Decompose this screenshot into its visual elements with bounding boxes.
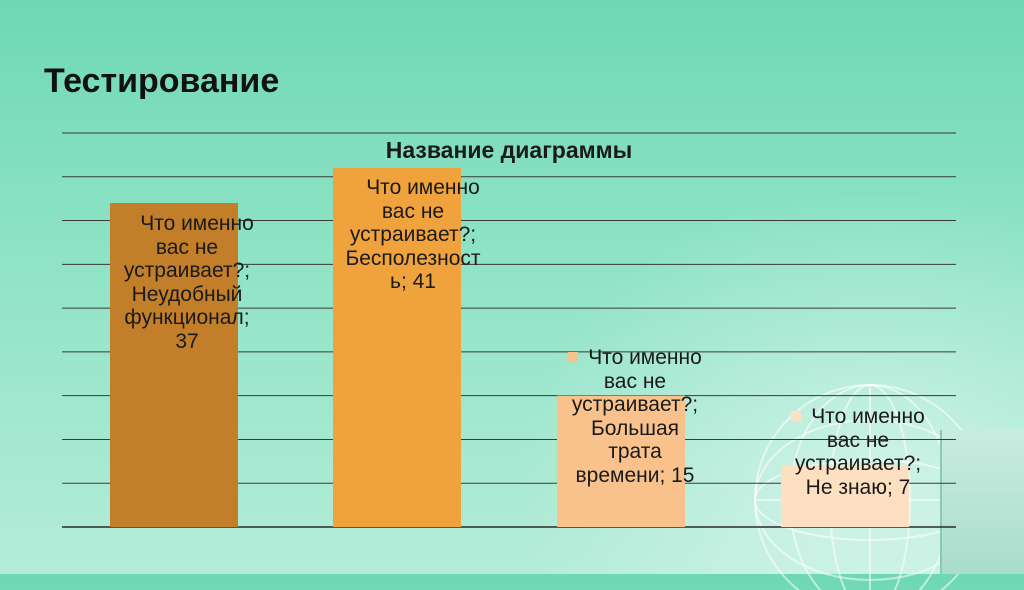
data-label-line: вас не (92, 236, 282, 260)
data-label-text: вас не (381, 199, 445, 223)
data-label-text: устраивает?; (123, 259, 251, 282)
data-label-line: Бесполезност (323, 247, 503, 271)
data-label-line: устраивает?; (768, 452, 948, 476)
legend-key-icon (120, 218, 131, 228)
data-label-2: Что именно вас не устраивает?; Бесполезност… (323, 176, 503, 294)
data-label-line: Большая (548, 417, 723, 441)
legend-key-icon (791, 411, 802, 421)
data-label-text: вас не (826, 428, 890, 452)
data-label-line: Не знаю; 7 (768, 476, 948, 500)
data-label-text: устраивает?; (571, 393, 699, 416)
data-label-line: Неудобный (92, 283, 282, 307)
data-label-4: Что именно вас не устраивает?; Не знаю; 7 (768, 405, 948, 499)
bar-3 (557, 395, 685, 527)
data-label-text: Большая (590, 416, 680, 440)
data-label-line: устраивает?; (323, 223, 503, 247)
data-label-line: вас не (548, 370, 723, 394)
legend-key-icon (568, 352, 579, 362)
data-label-line: вас не (323, 200, 503, 224)
data-label-line: функционал; (92, 306, 282, 330)
data-label-text: Бесполезност (345, 246, 481, 270)
data-label-text: времени; 15 (575, 463, 695, 487)
data-label-line: Что именно (323, 176, 503, 200)
data-label-line: устраивает?; (548, 393, 723, 417)
data-label-line: времени; 15 (548, 464, 723, 488)
slide-title: Тестирование (44, 62, 280, 100)
data-label-line: ь; 41 (323, 270, 503, 294)
bar-2 (333, 168, 461, 527)
data-label-text: ь; 41 (390, 270, 436, 293)
data-label-text: Что именно (811, 405, 925, 428)
data-label-text: устраивает?; (794, 452, 922, 475)
data-label-text: Что именно (588, 346, 702, 369)
bar-1 (110, 203, 238, 528)
data-label-line: Что именно (548, 346, 723, 370)
data-label-line: Что именно (768, 405, 948, 429)
data-label-line: устраивает?; (92, 259, 282, 283)
bar-4 (781, 465, 909, 527)
data-label-1: Что именно вас не устраивает?; Неудобный фун… (92, 212, 282, 353)
data-label-text: функционал; (124, 306, 250, 329)
data-label-line: трата (548, 440, 723, 464)
legend-key-icon (346, 182, 357, 192)
data-label-text: трата (608, 440, 662, 463)
data-label-text: Что именно (366, 176, 480, 199)
data-label-text: вас не (155, 235, 219, 259)
data-label-text: Неудобный (131, 282, 243, 306)
bar-chart (62, 132, 956, 528)
data-label-line: вас не (768, 429, 948, 453)
data-label-text: Не знаю; 7 (805, 475, 911, 499)
data-label-3: Что именно вас не устраивает?; Большая трата… (548, 346, 723, 487)
data-label-text: вас не (603, 369, 667, 393)
data-label-line: 37 (92, 330, 282, 354)
data-label-text: устраивает?; (349, 223, 477, 246)
data-label-line: Что именно (92, 212, 282, 236)
monitor-illustration (940, 430, 1024, 574)
data-label-text: 37 (175, 329, 199, 353)
data-label-text: Что именно (140, 212, 254, 235)
chart-title: Название диаграммы (385, 137, 633, 163)
